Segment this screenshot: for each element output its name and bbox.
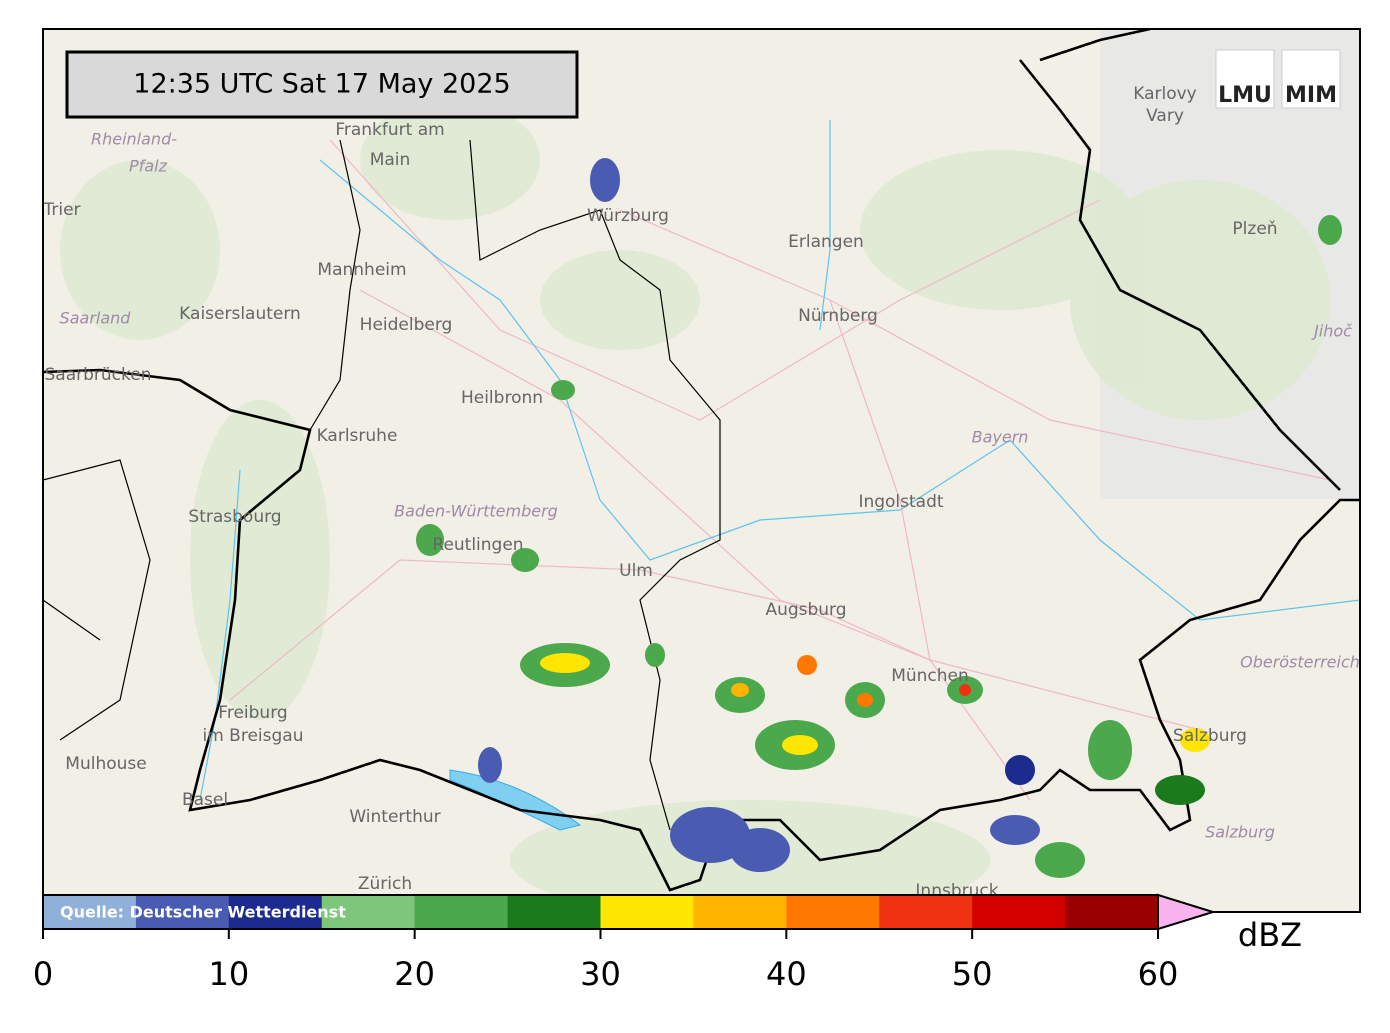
colorbar-segment xyxy=(972,895,1066,929)
tick-label: 60 xyxy=(1138,955,1179,993)
colorbar-segment xyxy=(879,895,973,929)
colorbar-segment xyxy=(600,895,694,929)
timestamp: 12:35 UTC Sat 17 May 2025 xyxy=(133,69,510,100)
tick-label: 40 xyxy=(766,955,807,993)
radar-echoes xyxy=(416,158,1342,878)
colorbar-segment xyxy=(1065,895,1159,929)
place-label: Zürich xyxy=(358,874,412,894)
logo: LMU xyxy=(1218,83,1272,108)
place-label: Augsburg xyxy=(765,600,846,620)
colorbar-segment xyxy=(507,895,601,929)
tick-label: 20 xyxy=(394,955,435,993)
place-label: Frankfurt am xyxy=(335,120,444,140)
place-label: Saarbrücken xyxy=(45,365,152,385)
tick-label: 30 xyxy=(580,955,621,993)
place-label: Ingolstadt xyxy=(858,492,943,512)
colorbar-segment xyxy=(414,895,509,929)
place-label: Mannheim xyxy=(317,260,406,280)
map-background: Frankfurt am Main Trier Mannheim Kaiserslaut… xyxy=(42,29,1360,912)
place-label: Plzeň xyxy=(1232,219,1277,239)
place-label: Reutlingen xyxy=(432,535,523,555)
place-label: Trier xyxy=(42,200,80,220)
place-label: Strasbourg xyxy=(188,507,281,527)
colorbar-unit: dBZ xyxy=(1238,916,1302,954)
place-label: Vary xyxy=(1146,106,1184,126)
place-label: im Breisgau xyxy=(203,726,304,746)
region-label: Jihoč xyxy=(1311,322,1353,341)
place-label: Ulm xyxy=(619,561,653,581)
place-label: Winterthur xyxy=(349,807,440,827)
region-label: Bayern xyxy=(972,428,1029,447)
logo-box xyxy=(1281,49,1341,109)
place-label: Karlsruhe xyxy=(317,426,398,446)
region-label: Baden-Württemberg xyxy=(394,502,558,521)
place-label: Kaiserslautern xyxy=(179,304,301,324)
tick-label: 50 xyxy=(952,955,993,993)
region-label: Oberösterreich xyxy=(1240,653,1360,672)
tick-label: 10 xyxy=(208,955,249,993)
place-label: Würzburg xyxy=(587,206,669,226)
region-label: Saarland xyxy=(60,309,132,328)
timestamp-box xyxy=(65,50,579,119)
place-label: Basel xyxy=(182,790,228,810)
place-label: Salzburg xyxy=(1173,726,1247,746)
colorbar-segment xyxy=(786,895,880,929)
place-label: München xyxy=(891,666,969,686)
colorbar-segment xyxy=(693,895,787,929)
place-label: Karlovy xyxy=(1133,84,1197,104)
place-label: Freiburg xyxy=(218,703,287,723)
place-label: Erlangen xyxy=(788,232,864,252)
region-label: Pfalz xyxy=(129,157,168,176)
place-label: Heilbronn xyxy=(461,388,543,408)
colorbar-segment xyxy=(43,895,137,929)
colorbar-segment xyxy=(321,895,416,929)
logo-box xyxy=(1215,49,1275,109)
place-label: Main xyxy=(370,150,411,170)
tick-label: 0 xyxy=(33,955,53,993)
region-label: Rheinland- xyxy=(91,130,177,149)
colorbar-segment xyxy=(228,895,323,929)
source-label: Quelle: Deutscher Wetterdienst xyxy=(60,903,346,922)
place-label: Heidelberg xyxy=(360,315,453,335)
colorbar-segment xyxy=(135,895,230,929)
region-label: Salzburg xyxy=(1205,823,1275,842)
place-label: Mulhouse xyxy=(65,754,146,774)
logo: MIM xyxy=(1285,83,1337,108)
place-label: Nürnberg xyxy=(798,306,878,326)
